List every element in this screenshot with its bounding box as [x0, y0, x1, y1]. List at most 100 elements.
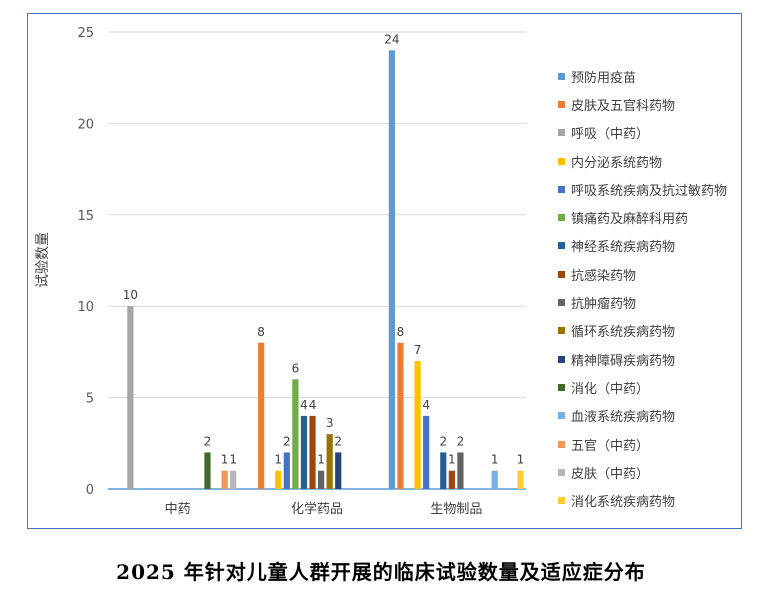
legend-label: 消化系统疾病药物: [571, 495, 676, 511]
data-label: 1: [274, 453, 282, 467]
x-tick-label: 中药: [165, 502, 191, 517]
legend-item: 消化（中药）: [558, 373, 727, 401]
legend-swatch: [558, 497, 565, 505]
data-label: 10: [123, 288, 138, 302]
legend-label: 神经系统疾病药物: [571, 240, 676, 256]
legend-swatch: [558, 214, 565, 222]
legend-item: 消化系统疾病药物: [558, 486, 727, 514]
data-label: 4: [309, 398, 317, 412]
bar: [423, 415, 430, 489]
data-label: 8: [257, 325, 265, 339]
legend-label: 预防用疫苗: [571, 70, 637, 86]
data-label: 1: [517, 453, 525, 467]
bar: [309, 415, 316, 489]
bar: [258, 342, 265, 489]
legend-label: 精神障碍疾病药物: [571, 353, 676, 369]
bar: [230, 470, 237, 489]
data-label: 2: [457, 434, 465, 448]
legend-item: 抗肿瘤药物: [558, 288, 727, 316]
legend-item: 呼吸（中药）: [558, 119, 727, 147]
bar: [318, 470, 325, 489]
legend-label: 抗感染药物: [571, 268, 637, 284]
bar: [221, 470, 228, 489]
y-tick-label: 5: [86, 392, 94, 407]
legend-swatch: [558, 270, 565, 278]
data-label: 1: [229, 453, 237, 467]
legend-label: 五官（中药）: [571, 438, 650, 454]
bar: [440, 452, 447, 489]
data-label: 6: [292, 361, 300, 375]
figure-caption: 2025 年针对儿童人群开展的临床试验数量及适应症分布: [116, 560, 646, 584]
legend-label: 循环系统疾病药物: [571, 325, 676, 341]
legend-item: 循环系统疾病药物: [558, 317, 727, 345]
legend-label: 呼吸（中药）: [571, 127, 650, 143]
legend-swatch: [558, 185, 565, 193]
legend-label: 呼吸系统疾病及抗过敏药物: [571, 183, 728, 199]
bar: [127, 306, 134, 489]
legend-item: 抗感染药物: [558, 260, 727, 288]
legend-item: 精神障碍疾病药物: [558, 345, 727, 373]
y-tick-label: 25: [77, 26, 94, 41]
legend-item: 镇痛药及麻醉科用药: [558, 203, 727, 231]
legend-swatch: [558, 468, 565, 476]
legend-swatch: [558, 355, 565, 363]
data-label: 1: [317, 453, 325, 467]
legend-label: 皮肤（中药）: [571, 466, 650, 482]
legend: 预防用疫苗皮肤及五官科药物 呼吸（中药） 内分泌系统药物呼吸系统疾病及抗过敏药物 镇痛…: [558, 62, 727, 515]
data-label: 4: [422, 398, 430, 412]
legend-label: 消化（中药）: [571, 381, 650, 397]
data-label: 1: [448, 453, 456, 467]
legend-swatch: [558, 100, 565, 108]
y-tick-label: 15: [77, 209, 94, 224]
data-label: 24: [384, 32, 399, 46]
bar: [491, 470, 498, 489]
bar: [292, 379, 299, 489]
legend-item: 内分泌系统药物: [558, 147, 727, 175]
legend-item: 血液系统疾病药物: [558, 402, 727, 430]
legend-item: 神经系统疾病药物: [558, 232, 727, 260]
legend-swatch: [558, 383, 565, 391]
bar: [457, 452, 464, 489]
legend-label: 镇痛药及麻醉科用药: [571, 212, 689, 228]
data-label: 3: [326, 416, 334, 430]
data-label: 2: [439, 434, 447, 448]
legend-swatch: [558, 327, 565, 335]
legend-swatch: [558, 129, 565, 137]
data-label: 2: [283, 434, 291, 448]
bar: [326, 434, 333, 489]
x-tick-label: 生物制品: [430, 502, 482, 517]
bar: [448, 470, 455, 489]
bar: [397, 342, 404, 489]
y-tick-label: 0: [86, 483, 94, 498]
legend-item: 预防用疫苗: [558, 62, 727, 90]
y-tick-label: 10: [77, 300, 94, 315]
bar: [517, 470, 524, 489]
bar: [335, 452, 342, 489]
legend-label: 内分泌系统药物: [571, 155, 663, 171]
legend-item: 五官（中药）: [558, 430, 727, 458]
legend-swatch: [558, 242, 565, 250]
data-label: 1: [221, 453, 229, 467]
y-tick-label: 20: [77, 117, 94, 132]
legend-swatch: [558, 440, 565, 448]
data-label: 4: [300, 398, 308, 412]
bar: [414, 361, 421, 489]
bar: [388, 50, 395, 489]
legend-swatch: [558, 157, 565, 165]
legend-swatch: [558, 299, 565, 307]
legend-label: 皮肤及五官科药物: [571, 98, 676, 114]
bar: [204, 452, 211, 489]
legend-item: 皮肤及五官科药物: [558, 90, 727, 118]
data-label: 7: [414, 343, 422, 357]
legend-label: 血液系统疾病药物: [571, 410, 676, 426]
legend-swatch: [558, 412, 565, 420]
data-label: 1: [491, 453, 499, 467]
legend-item: 呼吸系统疾病及抗过敏药物: [558, 175, 727, 203]
legend-item: 皮肤（中药）: [558, 458, 727, 486]
data-label: 2: [334, 434, 342, 448]
y-axis-label: 试验数量: [35, 232, 51, 288]
x-tick-label: 化学药品: [291, 501, 343, 517]
data-label: 2: [204, 434, 212, 448]
legend-label: 抗肿瘤药物: [571, 297, 637, 313]
